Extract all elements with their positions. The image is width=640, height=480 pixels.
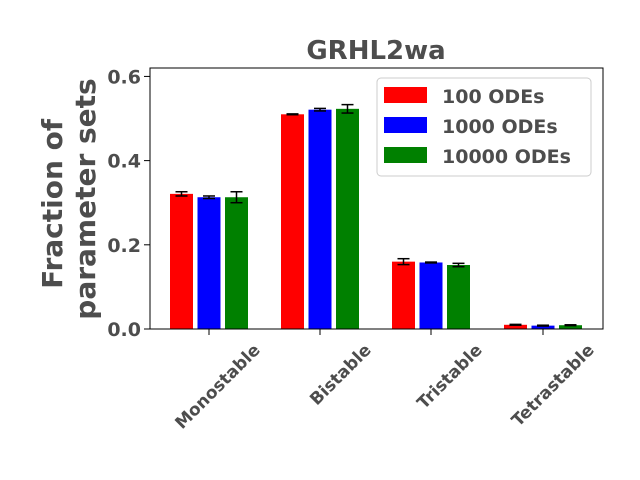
y-tick-label: 0.4 — [107, 151, 141, 173]
y-tick-label: 0.2 — [107, 235, 141, 257]
x-tick-label-tetrastable: Tetrastable — [508, 340, 599, 431]
bar-1000-odes-monostable — [197, 197, 221, 329]
y-axis-label-line-2: parameter sets — [69, 78, 102, 319]
y-axis-label: Fraction of parameter sets — [36, 78, 102, 319]
legend-swatch — [384, 87, 427, 103]
plot-area: 0.0 0.2 0.4 0.6 Monostable Bistable Tristable T… — [107, 66, 604, 433]
x-tick-label-monostable: Monostable — [171, 340, 264, 433]
legend-label: 100 ODEs — [442, 86, 545, 108]
x-tick-label-bistable: Bistable — [306, 340, 375, 409]
legend-swatch — [384, 147, 427, 163]
bar-1000-odes-bistable — [308, 109, 332, 329]
x-tick-label-tristable: Tristable — [414, 340, 487, 413]
y-tick-label: 0.0 — [107, 319, 141, 341]
bar-10000-odes-tristable — [447, 265, 470, 329]
y-axis-label-line-1: Fraction of — [36, 118, 69, 289]
legend-swatch — [384, 117, 427, 133]
bar-100-odes-tetrastable — [504, 324, 527, 329]
bar-100-odes-tristable — [392, 261, 415, 329]
legend: 100 ODEs 1000 ODEs 10000 ODEs — [376, 77, 592, 177]
bar-1000-odes-tetrastable — [531, 325, 555, 329]
legend-box — [376, 77, 592, 177]
legend-label: 10000 ODEs — [442, 146, 571, 168]
chart-title: GRHL2wa — [306, 36, 445, 66]
bar-10000-odes-bistable — [336, 108, 359, 330]
bar-10000-odes-monostable — [225, 197, 248, 329]
y-tick-label: 0.6 — [107, 66, 141, 88]
axes-frame — [149, 67, 604, 330]
bar-1000-odes-tristable — [419, 262, 443, 329]
bar-100-odes-monostable — [170, 193, 193, 329]
bar-100-odes-bistable — [281, 114, 304, 329]
legend-label: 1000 ODEs — [442, 116, 558, 138]
bar-10000-odes-tetrastable — [559, 325, 582, 329]
